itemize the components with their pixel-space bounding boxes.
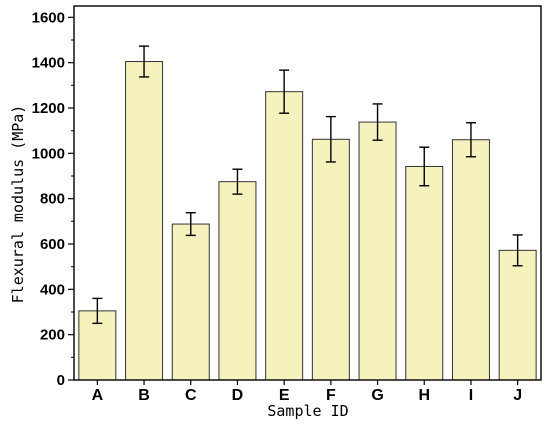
y-tick-label: 1000 <box>32 145 65 162</box>
x-tick-label-c: C <box>185 387 197 404</box>
y-tick-label: 1400 <box>32 55 65 72</box>
y-tick-label: 0 <box>57 372 65 389</box>
bar-b <box>125 61 164 381</box>
error-bar-a <box>92 297 103 325</box>
bar-e <box>265 91 304 381</box>
x-tick-label-i: I <box>469 387 473 404</box>
x-tick-label-f: F <box>326 387 336 404</box>
bar-d <box>218 181 257 381</box>
error-bars <box>92 45 523 325</box>
x-tick-label-b: B <box>138 387 150 404</box>
y-tick-label: 600 <box>40 236 65 253</box>
x-tick-label-j: J <box>513 387 522 404</box>
error-bar-j <box>512 234 523 267</box>
error-bar-f <box>325 115 336 163</box>
error-bar-h <box>419 146 430 187</box>
x-tick-label-h: H <box>418 387 430 404</box>
bar-g <box>358 121 397 381</box>
y-tick-label: 1200 <box>32 100 65 117</box>
error-bar-d <box>232 168 243 195</box>
bar-h <box>405 165 444 381</box>
plot-frame <box>73 5 542 381</box>
error-bar-c <box>185 212 196 237</box>
x-tick-label-d: D <box>232 387 244 404</box>
bar-j <box>498 249 537 381</box>
x-axis-title: Sample ID <box>267 402 348 420</box>
y-tick-label: 800 <box>40 191 65 208</box>
tick-labels: A B C D E F G H I J 0 200 400 600 800 1000 1200 1400 1600 <box>32 9 522 404</box>
y-tick-label: 200 <box>40 327 65 344</box>
bar-i <box>451 139 490 381</box>
error-bar-e <box>279 69 290 114</box>
bar-c <box>171 223 210 381</box>
error-bar-b <box>139 45 150 78</box>
error-bar-i <box>465 122 476 158</box>
y-tick-label: 1600 <box>32 9 65 26</box>
bar-f <box>311 138 350 381</box>
x-tick-label-e: E <box>279 387 290 404</box>
y-tick-label: 400 <box>40 281 65 298</box>
axes <box>68 5 542 385</box>
error-bar-g <box>372 103 383 141</box>
x-tick-label-g: G <box>371 387 383 404</box>
y-axis-title: Flexural modulus (MPa) <box>9 105 27 304</box>
x-tick-label-a: A <box>92 387 104 404</box>
bars <box>78 61 537 381</box>
